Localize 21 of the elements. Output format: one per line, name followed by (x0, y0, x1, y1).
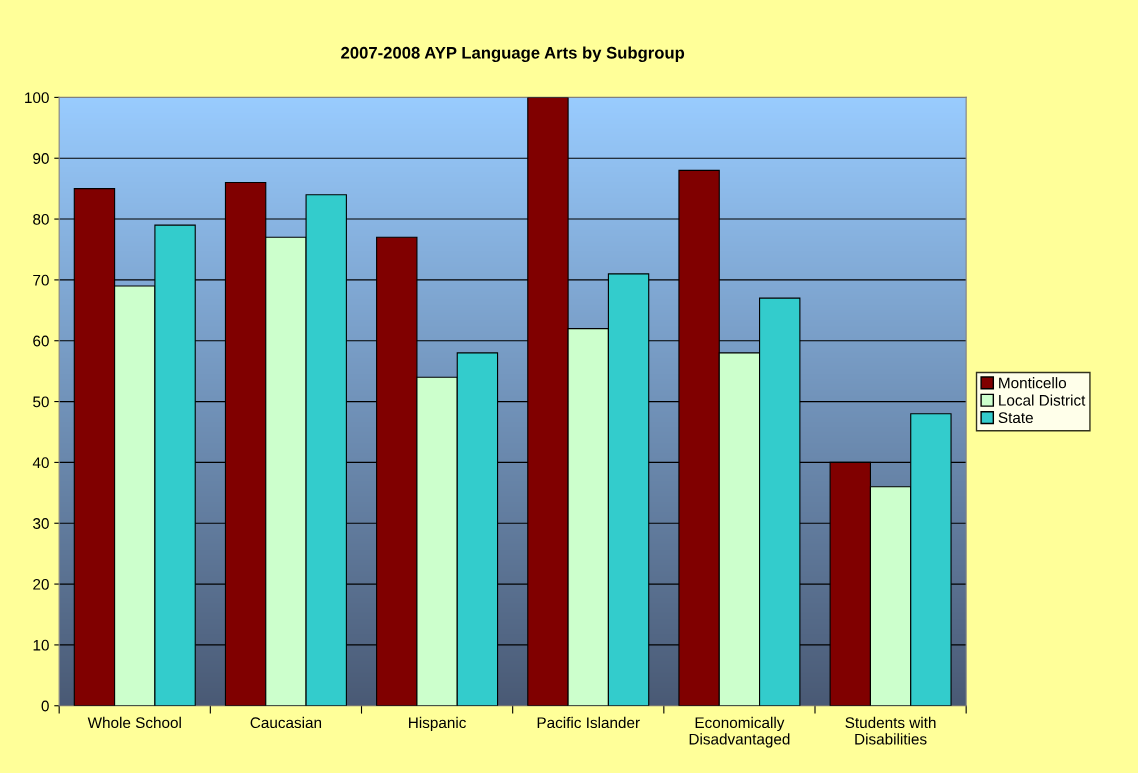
y-tick-label: 50 (33, 396, 49, 408)
x-tick-label: Hispanic (409, 716, 466, 732)
y-tick-label: 40 (32, 457, 49, 469)
y-tick-label: 70 (33, 274, 49, 286)
y-tick-label: 90 (33, 153, 49, 164)
y-tick-label: 30 (33, 518, 49, 529)
x-tick-label: Students with Disabilities (845, 716, 936, 745)
y-tick-label: 100 (25, 92, 49, 104)
y-tick-label: 60 (33, 335, 49, 347)
x-tick-label: Whole School (87, 716, 181, 729)
x-tick-label: Pacific Islander (537, 716, 640, 729)
legend-label: Local District (999, 394, 1086, 406)
y-tick-label: 20 (33, 578, 49, 590)
chart-title: 2007-2008 AYP Language Arts by Subgroup (341, 46, 685, 63)
y-tick-label: 10 (33, 639, 49, 651)
y-tick-label: 0 (41, 700, 49, 712)
x-tick-label: Economically Disadvantaged (689, 716, 790, 748)
x-tick-label: Caucasian (250, 716, 322, 729)
legend-label: Monticello (999, 377, 1067, 389)
y-tick-label: 80 (33, 213, 49, 225)
legend-label: State (998, 412, 1033, 424)
